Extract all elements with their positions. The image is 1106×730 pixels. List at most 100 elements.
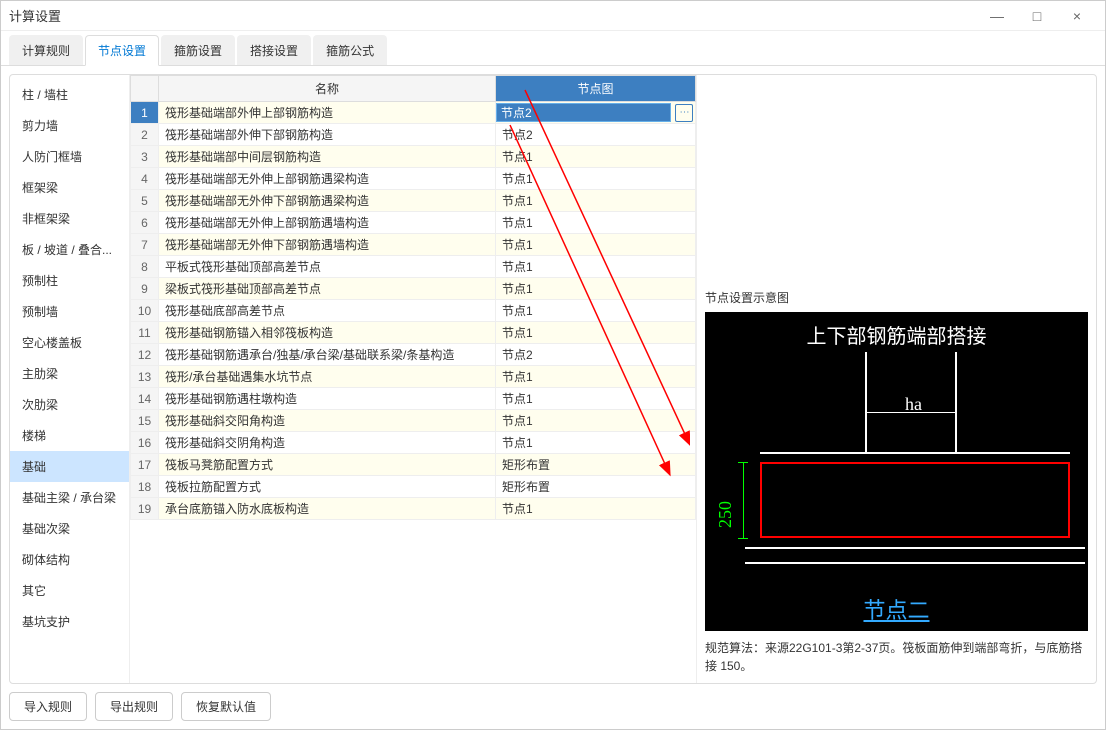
row-number[interactable]: 16 (131, 432, 159, 454)
cell-name[interactable]: 筏形基础端部无外伸下部钢筋遇墙构造 (159, 234, 496, 256)
cell-name[interactable]: 筏形基础端部无外伸上部钢筋遇梁构造 (159, 168, 496, 190)
maximize-button[interactable]: □ (1017, 2, 1057, 30)
tab-2[interactable]: 箍筋设置 (161, 35, 235, 65)
table-row[interactable]: 18筏板拉筋配置方式矩形布置 (131, 476, 696, 498)
minimize-button[interactable]: — (977, 2, 1017, 30)
row-number[interactable]: 2 (131, 124, 159, 146)
reset-defaults-button[interactable]: 恢复默认值 (181, 692, 271, 721)
cell-name[interactable]: 筏板马凳筋配置方式 (159, 454, 496, 476)
table-row[interactable]: 11筏形基础钢筋锚入相邻筏板构造节点1 (131, 322, 696, 344)
table-row[interactable]: 7筏形基础端部无外伸下部钢筋遇墙构造节点1 (131, 234, 696, 256)
row-number[interactable]: 11 (131, 322, 159, 344)
cell-node[interactable]: 节点1 (496, 278, 696, 300)
sidebar-item-7[interactable]: 预制墙 (10, 296, 129, 327)
cell-name[interactable]: 筏形基础端部无外伸下部钢筋遇梁构造 (159, 190, 496, 212)
row-number[interactable]: 10 (131, 300, 159, 322)
sidebar-item-9[interactable]: 主肋梁 (10, 358, 129, 389)
sidebar-item-4[interactable]: 非框架梁 (10, 203, 129, 234)
sidebar-item-2[interactable]: 人防门框墙 (10, 141, 129, 172)
row-number[interactable]: 4 (131, 168, 159, 190)
cell-name[interactable]: 筏形基础底部高差节点 (159, 300, 496, 322)
cell-node[interactable]: 节点1 (496, 322, 696, 344)
cell-node[interactable]: 节点1 (496, 300, 696, 322)
row-number[interactable]: 13 (131, 366, 159, 388)
tab-0[interactable]: 计算规则 (9, 35, 83, 65)
import-rules-button[interactable]: 导入规则 (9, 692, 87, 721)
sidebar-item-10[interactable]: 次肋梁 (10, 389, 129, 420)
row-number[interactable]: 5 (131, 190, 159, 212)
row-number[interactable]: 8 (131, 256, 159, 278)
sidebar-item-1[interactable]: 剪力墙 (10, 110, 129, 141)
cell-node[interactable]: 节点2 (496, 344, 696, 366)
tab-4[interactable]: 箍筋公式 (313, 35, 387, 65)
sidebar-item-12[interactable]: 基础 (10, 451, 129, 482)
cell-node[interactable]: 节点2 (496, 124, 696, 146)
sidebar-item-8[interactable]: 空心楼盖板 (10, 327, 129, 358)
node-edit-input[interactable] (496, 103, 671, 122)
table-row[interactable]: 2筏形基础端部外伸下部钢筋构造节点2 (131, 124, 696, 146)
row-number[interactable]: 17 (131, 454, 159, 476)
table-row[interactable]: 15筏形基础斜交阳角构造节点1 (131, 410, 696, 432)
table-row[interactable]: 12筏形基础钢筋遇承台/独基/承台梁/基础联系梁/条基构造节点2 (131, 344, 696, 366)
cell-node[interactable]: 矩形布置 (496, 476, 696, 498)
cell-node[interactable]: 节点1 (496, 498, 696, 520)
row-number[interactable]: 18 (131, 476, 159, 498)
row-number[interactable]: 7 (131, 234, 159, 256)
row-number[interactable]: 6 (131, 212, 159, 234)
table-row[interactable]: 5筏形基础端部无外伸下部钢筋遇梁构造节点1 (131, 190, 696, 212)
cell-name[interactable]: 筏形基础斜交阳角构造 (159, 410, 496, 432)
cell-node[interactable]: 节点1 (496, 190, 696, 212)
sidebar-item-14[interactable]: 基础次梁 (10, 513, 129, 544)
sidebar-item-6[interactable]: 预制柱 (10, 265, 129, 296)
sidebar-item-15[interactable]: 砌体结构 (10, 544, 129, 575)
table-row[interactable]: 13筏形/承台基础遇集水坑节点节点1 (131, 366, 696, 388)
table-row[interactable]: 10筏形基础底部高差节点节点1 (131, 300, 696, 322)
row-number[interactable]: 19 (131, 498, 159, 520)
sidebar-item-16[interactable]: 其它 (10, 575, 129, 606)
cell-node[interactable]: 节点1 (496, 388, 696, 410)
cell-name[interactable]: 筏形基础钢筋遇承台/独基/承台梁/基础联系梁/条基构造 (159, 344, 496, 366)
row-number[interactable]: 9 (131, 278, 159, 300)
cell-node[interactable]: 节点1 (496, 366, 696, 388)
cell-node[interactable]: 节点1 (496, 410, 696, 432)
cell-name[interactable]: 承台底筋锚入防水底板构造 (159, 498, 496, 520)
cell-name[interactable]: 筏形/承台基础遇集水坑节点 (159, 366, 496, 388)
cell-node[interactable]: 节点1 (496, 168, 696, 190)
cell-name[interactable]: 筏形基础端部外伸下部钢筋构造 (159, 124, 496, 146)
node-picker-button[interactable]: ⋯ (675, 104, 693, 122)
col-name-header[interactable]: 名称 (159, 76, 496, 102)
tab-1[interactable]: 节点设置 (85, 35, 159, 66)
table-row[interactable]: 8平板式筏形基础顶部高差节点节点1 (131, 256, 696, 278)
cell-node[interactable]: 矩形布置 (496, 454, 696, 476)
cell-name[interactable]: 筏形基础钢筋锚入相邻筏板构造 (159, 322, 496, 344)
sidebar-item-17[interactable]: 基坑支护 (10, 606, 129, 637)
cell-node[interactable]: ⋯ (496, 102, 696, 124)
cell-node[interactable]: 节点1 (496, 432, 696, 454)
cell-name[interactable]: 筏形基础钢筋遇柱墩构造 (159, 388, 496, 410)
table-row[interactable]: 17筏板马凳筋配置方式矩形布置 (131, 454, 696, 476)
cell-name[interactable]: 筏形基础端部中间层钢筋构造 (159, 146, 496, 168)
cell-name[interactable]: 筏形基础端部外伸上部钢筋构造 (159, 102, 496, 124)
table-row[interactable]: 9梁板式筏形基础顶部高差节点节点1 (131, 278, 696, 300)
sidebar-item-5[interactable]: 板 / 坡道 / 叠合... (10, 234, 129, 265)
tab-3[interactable]: 搭接设置 (237, 35, 311, 65)
table-row[interactable]: 19承台底筋锚入防水底板构造节点1 (131, 498, 696, 520)
row-number[interactable]: 14 (131, 388, 159, 410)
table-row[interactable]: 3筏形基础端部中间层钢筋构造节点1 (131, 146, 696, 168)
sidebar-item-0[interactable]: 柱 / 墙柱 (10, 79, 129, 110)
cell-name[interactable]: 筏形基础斜交阴角构造 (159, 432, 496, 454)
diagram-footer-link[interactable]: 节点二 (705, 593, 1088, 625)
cell-name[interactable]: 筏形基础端部无外伸上部钢筋遇墙构造 (159, 212, 496, 234)
sidebar-item-3[interactable]: 框架梁 (10, 172, 129, 203)
sidebar-item-13[interactable]: 基础主梁 / 承台梁 (10, 482, 129, 513)
row-number[interactable]: 1 (131, 102, 159, 124)
cell-node[interactable]: 节点1 (496, 212, 696, 234)
table-row[interactable]: 14筏形基础钢筋遇柱墩构造节点1 (131, 388, 696, 410)
cell-name[interactable]: 梁板式筏形基础顶部高差节点 (159, 278, 496, 300)
table-row[interactable]: 16筏形基础斜交阴角构造节点1 (131, 432, 696, 454)
row-number[interactable]: 3 (131, 146, 159, 168)
close-button[interactable]: × (1057, 2, 1097, 30)
export-rules-button[interactable]: 导出规则 (95, 692, 173, 721)
table-row[interactable]: 1筏形基础端部外伸上部钢筋构造 ⋯ (131, 102, 696, 124)
sidebar-item-11[interactable]: 楼梯 (10, 420, 129, 451)
